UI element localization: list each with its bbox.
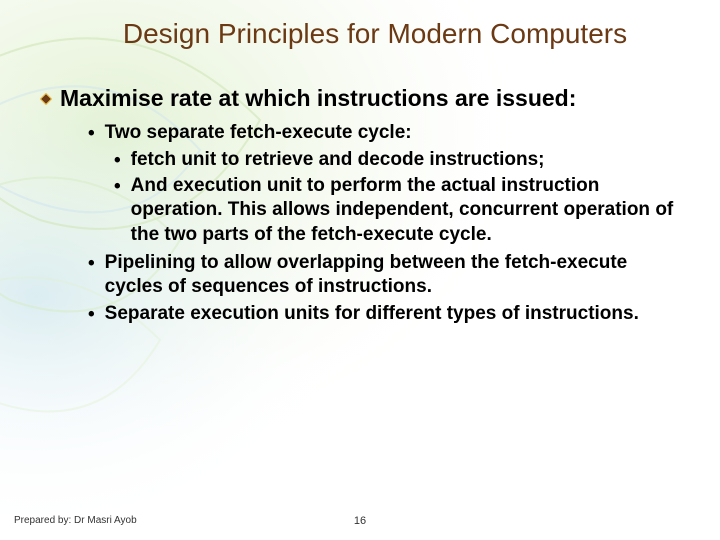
top-bullet-text: Maximise rate at which instructions are … — [60, 84, 576, 113]
list-item-text: And execution unit to perform the actual… — [131, 174, 680, 247]
slide-footer: Prepared by: Dr Masri Ayob 16 — [14, 515, 706, 526]
bullet-icon: • — [88, 253, 95, 275]
sub-list: • Two separate fetch-execute cycle: • fe… — [40, 121, 680, 326]
slide: Design Principles for Modern Computers M… — [0, 0, 720, 540]
bullet-icon: • — [114, 150, 121, 172]
list-item: • And execution unit to perform the actu… — [114, 174, 680, 247]
list-item: • Pipelining to allow overlapping betwee… — [88, 251, 680, 300]
sub-sub-list: • fetch unit to retrieve and decode inst… — [88, 148, 680, 247]
slide-title: Design Principles for Modern Computers — [70, 18, 680, 50]
footer-author: Prepared by: Dr Masri Ayob — [14, 515, 137, 526]
bullet-icon: • — [88, 304, 95, 326]
list-item-text: fetch unit to retrieve and decode instru… — [131, 148, 545, 172]
list-item: • Separate execution units for different… — [88, 302, 680, 326]
list-item: • fetch unit to retrieve and decode inst… — [114, 148, 680, 172]
bullet-icon: • — [88, 123, 95, 145]
top-bullet: Maximise rate at which instructions are … — [40, 84, 680, 113]
list-item-text: Pipelining to allow overlapping between … — [105, 251, 680, 300]
slide-number: 16 — [354, 515, 366, 527]
diamond-bullet-icon — [40, 93, 52, 105]
list-item: • Two separate fetch-execute cycle: — [88, 121, 680, 145]
bullet-icon: • — [114, 176, 121, 198]
slide-body: Maximise rate at which instructions are … — [40, 84, 680, 326]
list-item-text: Separate execution units for different t… — [105, 302, 639, 326]
list-item-text: Two separate fetch-execute cycle: — [105, 121, 412, 145]
